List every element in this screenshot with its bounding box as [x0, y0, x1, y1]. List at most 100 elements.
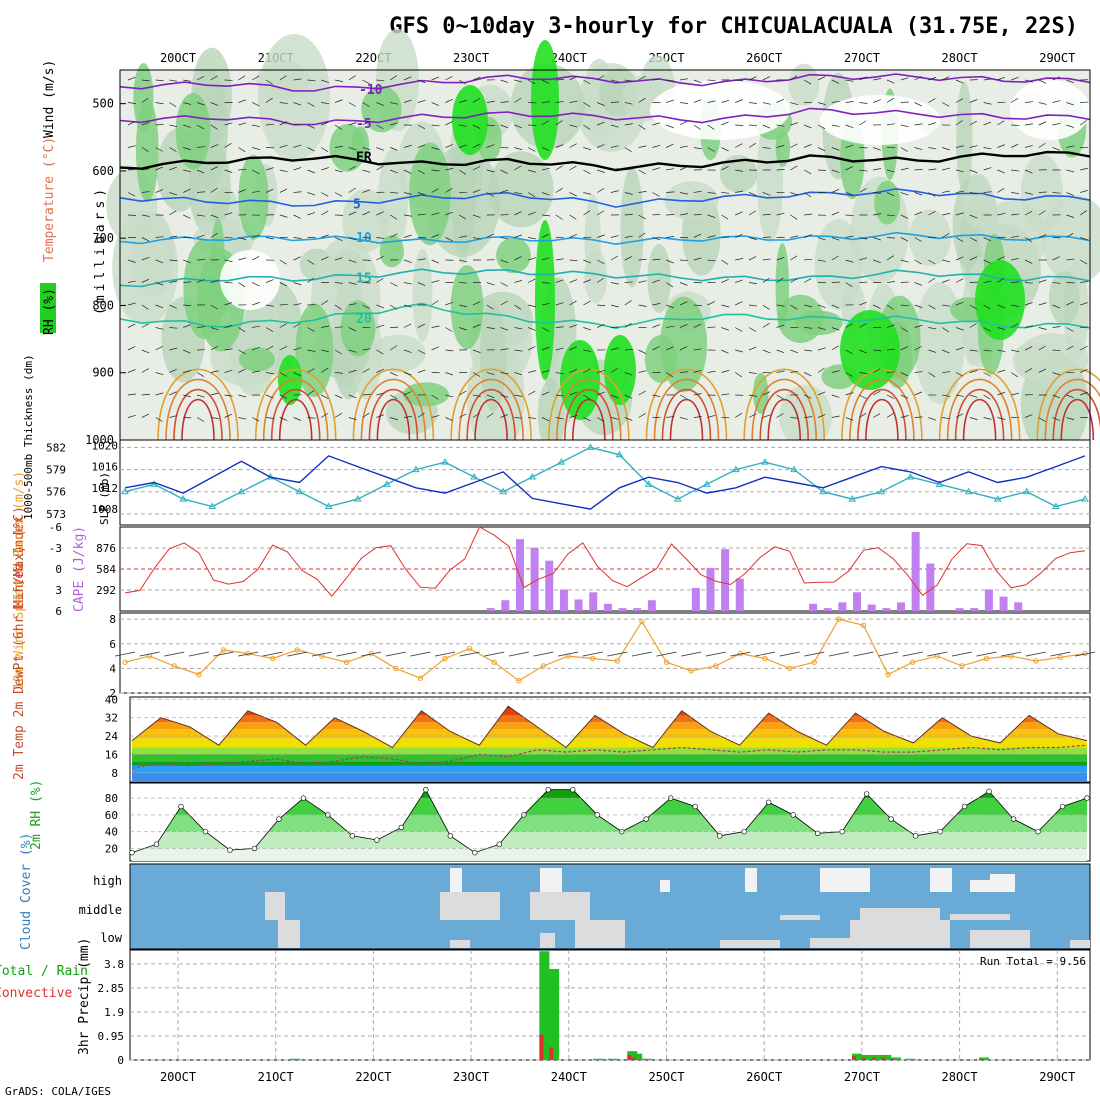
- wind-barb: [679, 78, 688, 81]
- wind-barb: [624, 123, 633, 126]
- wind-barb: [500, 327, 509, 331]
- isotherm-label: 20: [356, 312, 372, 327]
- wind-barb: [279, 75, 287, 81]
- isotherm--10: [119, 73, 1091, 92]
- wind-barb: [155, 79, 164, 82]
- wind-barb: [376, 349, 384, 355]
- cape-bar: [545, 560, 554, 611]
- wind-barb: [1066, 258, 1075, 261]
- wind-barb: [582, 651, 603, 657]
- warm-isotherm: [661, 388, 712, 441]
- rh-point: [129, 849, 135, 856]
- wind-barb: [541, 327, 550, 332]
- wind-barb: [1052, 282, 1061, 284]
- wind-barb: [886, 192, 895, 197]
- cape-bar: [970, 608, 979, 611]
- wind-barb: [486, 327, 495, 329]
- wind-barb: [376, 102, 384, 106]
- rh-shading: [106, 28, 1100, 457]
- wind-barb: [252, 302, 260, 306]
- wind-barb: [541, 147, 550, 151]
- wind-barb: [279, 259, 287, 265]
- slp-tick-label: 1016: [92, 461, 119, 474]
- temp-tick-label: 40: [105, 693, 118, 706]
- wind-barb: [1024, 169, 1033, 174]
- wind-barb: [1066, 327, 1074, 332]
- wind-barb: [514, 234, 523, 238]
- warm-isotherm: [1052, 388, 1100, 441]
- temperature-legend-label: Temperature (°C): [42, 137, 57, 262]
- wind-barb: [210, 417, 219, 419]
- wind-barb: [707, 214, 716, 218]
- wind-barb: [1038, 327, 1047, 330]
- wind-barb: [583, 210, 591, 216]
- warm-isotherm: [254, 368, 337, 441]
- wind-barb: [224, 302, 233, 306]
- wind-barb: [721, 349, 729, 354]
- thickness-line: [124, 446, 1086, 508]
- rh-shade-blob-mid: [450, 265, 484, 350]
- wind-barb: [1052, 372, 1061, 376]
- wind-barb: [790, 165, 798, 171]
- wind-barb: [886, 324, 895, 328]
- wind-barb: [886, 255, 894, 261]
- bottom-tick-label: 20OCT: [160, 1070, 196, 1084]
- wind-barb: [955, 347, 964, 351]
- wind-barb: [252, 190, 261, 193]
- wind-barb: [721, 393, 730, 396]
- precip-convective-bar: [627, 1054, 632, 1060]
- warm-isotherm: [278, 398, 313, 441]
- wind-barb: [707, 301, 715, 306]
- wind-barb: [183, 169, 192, 173]
- wind-barb: [1011, 169, 1020, 172]
- warm-isotherm: [938, 368, 1021, 441]
- temp-tick-label: 8: [111, 767, 118, 780]
- wind-barb: [693, 79, 702, 83]
- wind-barb: [376, 124, 384, 130]
- wind-barb: [886, 123, 895, 126]
- wind-barb: [610, 417, 619, 420]
- wind-barb: [1011, 304, 1020, 307]
- cape-tick-label: 292: [96, 584, 116, 597]
- wind-barb: [431, 76, 440, 81]
- wind-barb: [307, 390, 315, 396]
- wind-barb: [955, 278, 964, 283]
- wind-barb: [1080, 302, 1088, 306]
- top-tick-label: 27OCT: [844, 51, 880, 65]
- wind-barb: [196, 234, 205, 238]
- wind-speed-point: [688, 668, 694, 674]
- wind-barb: [928, 259, 936, 265]
- warm-isotherm: [368, 388, 419, 441]
- wind-barb: [431, 234, 440, 238]
- wind-barb: [376, 392, 385, 396]
- wind-barb: [541, 79, 550, 84]
- wind-barb: [748, 413, 757, 418]
- wind-barb: [514, 97, 522, 103]
- wind-barb: [804, 79, 812, 85]
- wind-barb: [983, 147, 992, 150]
- wind-barb: [459, 99, 467, 103]
- wind-barb: [569, 76, 577, 81]
- wind-barb: [169, 415, 178, 418]
- wind-barb: [873, 368, 881, 373]
- rh-point: [496, 841, 503, 847]
- wind-barb: [541, 101, 550, 103]
- wind-barb: [638, 75, 646, 81]
- rh-tick-label: 60: [105, 809, 118, 822]
- wind-barb: [942, 327, 950, 333]
- wind-barb: [265, 237, 274, 240]
- wind-barb: [238, 327, 246, 333]
- warm-isotherm: [962, 398, 997, 441]
- wind-barb: [705, 651, 726, 657]
- rh-shade-blob-mid: [775, 129, 791, 167]
- wind-barb: [265, 345, 274, 351]
- wind-barb: [859, 188, 867, 193]
- wind-barb: [514, 211, 522, 216]
- wind-barb: [748, 124, 757, 127]
- wind-barb: [1080, 369, 1088, 373]
- wind-barb: [224, 259, 233, 263]
- wind-barb: [886, 237, 896, 239]
- wind-barb: [348, 349, 357, 353]
- wind-barb: [307, 417, 316, 419]
- wind-barb: [707, 147, 715, 152]
